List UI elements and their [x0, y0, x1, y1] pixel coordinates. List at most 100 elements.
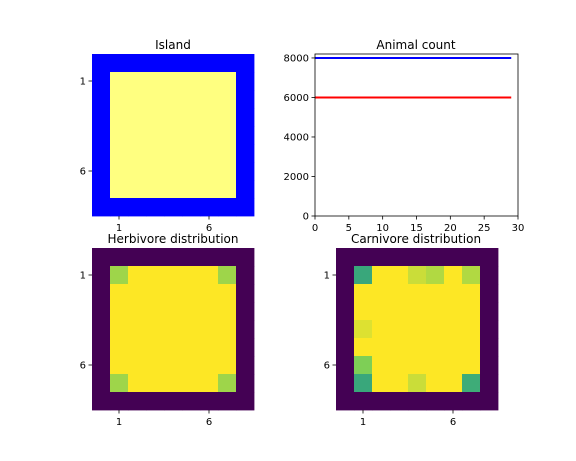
carnivore-cell — [462, 302, 481, 321]
herbivore-cell — [236, 266, 255, 285]
herbivore-cell — [200, 302, 219, 321]
carnivore-panel: Carnivore distribution 1 616 — [324, 232, 499, 428]
carnivore-cells — [336, 248, 499, 411]
herbivore-cell — [218, 284, 237, 303]
carnivore-cell — [444, 374, 463, 393]
island-cell — [218, 90, 237, 109]
carnivore-cell — [372, 320, 391, 339]
herbivore-cell — [236, 284, 255, 303]
herbivore-cell — [110, 392, 129, 411]
herbivore-cell — [218, 320, 237, 339]
herbivore-cell — [164, 320, 183, 339]
herbivore-cell — [128, 320, 147, 339]
carnivore-cell — [462, 266, 481, 285]
carnivore-cell — [354, 302, 373, 321]
herbivore-cell — [236, 248, 255, 267]
herbivore-cell — [128, 302, 147, 321]
island-cell — [110, 162, 129, 181]
herbivore-cell — [146, 392, 165, 411]
island-cell — [164, 180, 183, 199]
carnivore-cell — [444, 356, 463, 375]
herbivore-cells — [92, 248, 255, 411]
herbivore-cell — [182, 338, 201, 357]
carnivore-cell — [372, 302, 391, 321]
island-cell — [218, 72, 237, 91]
herbivore-cell — [182, 374, 201, 393]
island-cell — [182, 198, 201, 217]
herbivore-cell — [200, 392, 219, 411]
herbivore-y-tick-label: 6 — [80, 361, 86, 372]
herbivore-cell — [218, 374, 237, 393]
herbivore-x-tick-label: 6 — [206, 417, 212, 428]
island-cell — [110, 126, 129, 145]
carnivore-cell — [336, 248, 355, 267]
island-cell — [182, 90, 201, 109]
carnivore-cell — [462, 320, 481, 339]
island-cells — [92, 54, 255, 217]
herbivore-cell — [146, 284, 165, 303]
animal-count-lines — [315, 56, 512, 99]
carnivore-cell — [354, 374, 373, 393]
herbivore-cell — [92, 320, 111, 339]
herbivore-cell — [182, 284, 201, 303]
carnivore-cell — [462, 392, 481, 411]
herbivore-cell — [236, 356, 255, 375]
island-cell — [218, 198, 237, 217]
island-cell — [218, 54, 237, 73]
island-cell — [200, 72, 219, 91]
carnivore-cell — [354, 356, 373, 375]
carnivore-cell — [480, 392, 499, 411]
carnivore-cell — [480, 302, 499, 321]
island-cell — [218, 144, 237, 163]
carnivore-cell — [408, 266, 427, 285]
carnivore-cell — [480, 284, 499, 303]
island-y-tick-label: 6 — [80, 167, 86, 178]
island-cell — [92, 54, 111, 73]
carnivore-cell — [480, 320, 499, 339]
herbivore-cell — [200, 284, 219, 303]
island-cell — [128, 198, 147, 217]
carnivore-cell — [480, 266, 499, 285]
island-x-tick-label: 1 — [116, 223, 122, 234]
herbivore-cell — [218, 248, 237, 267]
herbivore-cell — [218, 338, 237, 357]
carnivore-cell — [444, 338, 463, 357]
carnivore-cell — [336, 320, 355, 339]
island-cell — [128, 108, 147, 127]
carnivore-cell — [390, 374, 409, 393]
island-cell — [92, 108, 111, 127]
island-cell — [146, 180, 165, 199]
herbivore-cell — [200, 266, 219, 285]
island-cell — [236, 180, 255, 199]
island-cell — [164, 90, 183, 109]
island-cell — [92, 180, 111, 199]
herbivore-cell — [218, 266, 237, 285]
island-cell — [128, 126, 147, 145]
herbivore-cell — [218, 392, 237, 411]
carnivore-cell — [480, 356, 499, 375]
herbivore-cell — [164, 374, 183, 393]
carnivore-cell — [354, 320, 373, 339]
island-cell — [128, 144, 147, 163]
carnivore-cell — [408, 284, 427, 303]
herbivore-cell — [164, 248, 183, 267]
carnivore-cell — [390, 320, 409, 339]
herbivore-x-tick-label: 1 — [116, 417, 122, 428]
island-cell — [164, 72, 183, 91]
herbivore-cell — [92, 356, 111, 375]
island-cell — [92, 144, 111, 163]
island-cell — [92, 198, 111, 217]
herbivore-cell — [110, 338, 129, 357]
island-panel: Island 1 616 — [80, 38, 255, 234]
herbivore-cell — [218, 356, 237, 375]
herbivore-cell — [182, 392, 201, 411]
carnivore-cell — [444, 320, 463, 339]
herbivore-cell — [92, 374, 111, 393]
island-cell — [182, 126, 201, 145]
island-cell — [110, 144, 129, 163]
island-cell — [236, 72, 255, 91]
carnivore-cell — [462, 338, 481, 357]
island-cell — [128, 90, 147, 109]
carnivore-cell — [390, 338, 409, 357]
island-cell — [236, 198, 255, 217]
